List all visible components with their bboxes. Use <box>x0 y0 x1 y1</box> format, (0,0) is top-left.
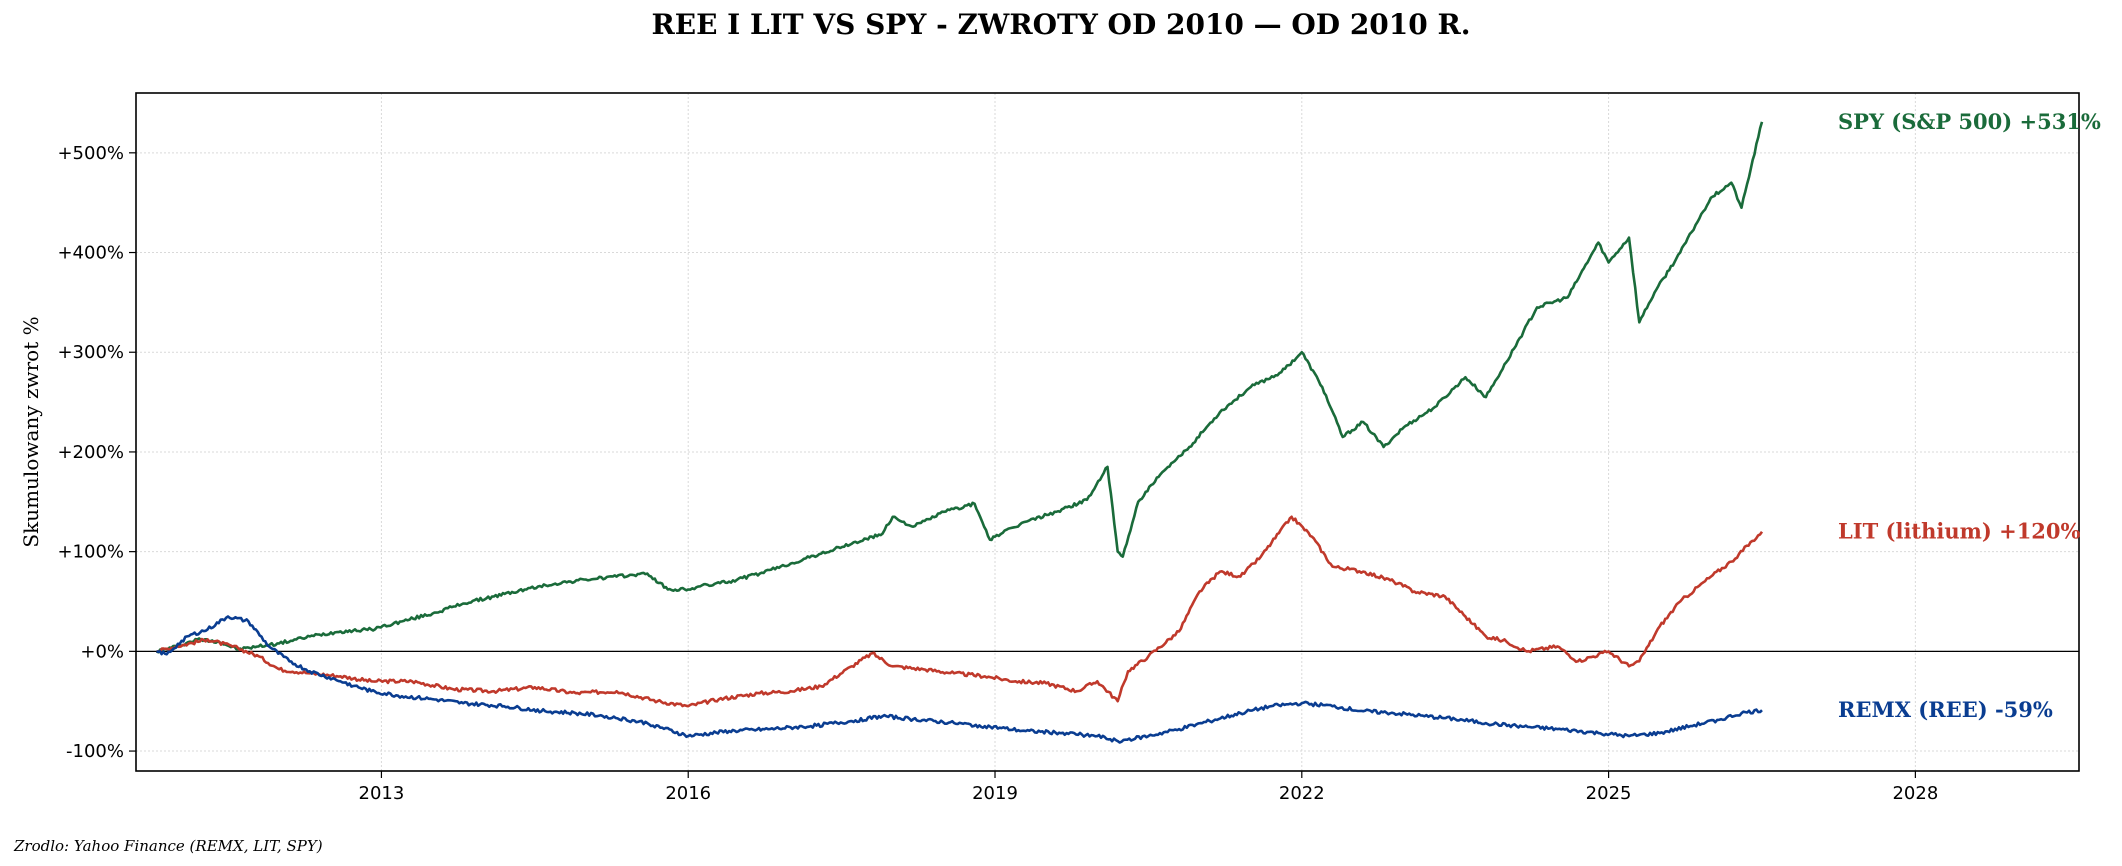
x-tick-label: 2022 <box>1279 783 1325 804</box>
y-tick-label: -100% <box>66 741 124 762</box>
x-tick-label: 2019 <box>972 783 1018 804</box>
x-tick-label: 2016 <box>665 783 711 804</box>
series-lines <box>155 121 1764 744</box>
y-axis-ticks: -100% +0% +100% +200% +300% +400% +500% <box>57 143 136 762</box>
series-end-label: SPY (S&P 500) +531% <box>1838 109 2101 134</box>
x-axis-ticks: 2013 2016 2019 2022 2025 2028 <box>359 771 1938 804</box>
chart-title: REE I LIT VS SPY - ZWROTY OD 2010 — OD 2… <box>651 8 1470 41</box>
y-tick-label: +300% <box>57 342 124 363</box>
y-tick-label: +100% <box>57 542 124 563</box>
y-tick-label: +200% <box>57 442 124 463</box>
series-line-2 <box>156 615 1763 744</box>
source-note: Zrodlo: Yahoo Finance (REMX, LIT, SPY) <box>13 837 323 855</box>
y-axis-label: Skumulowany zwrot % <box>19 316 43 547</box>
y-tick-label: +500% <box>57 143 124 164</box>
x-tick-label: 2028 <box>1892 783 1938 804</box>
y-tick-label: +400% <box>57 243 124 264</box>
series-line-1 <box>156 515 1764 708</box>
series-end-label: REMX (REE) -59% <box>1838 697 2053 722</box>
end-labels: SPY (S&P 500) +531% LIT (lithium) +120% RE… <box>1838 109 2101 722</box>
series-end-label: LIT (lithium) +120% <box>1838 519 2081 544</box>
x-tick-label: 2013 <box>359 783 405 804</box>
series-line-0 <box>155 121 1764 654</box>
x-tick-label: 2025 <box>1586 783 1632 804</box>
gridlines <box>136 93 2079 771</box>
plot-area-frame <box>135 92 2080 772</box>
y-tick-label: +0% <box>80 641 124 662</box>
